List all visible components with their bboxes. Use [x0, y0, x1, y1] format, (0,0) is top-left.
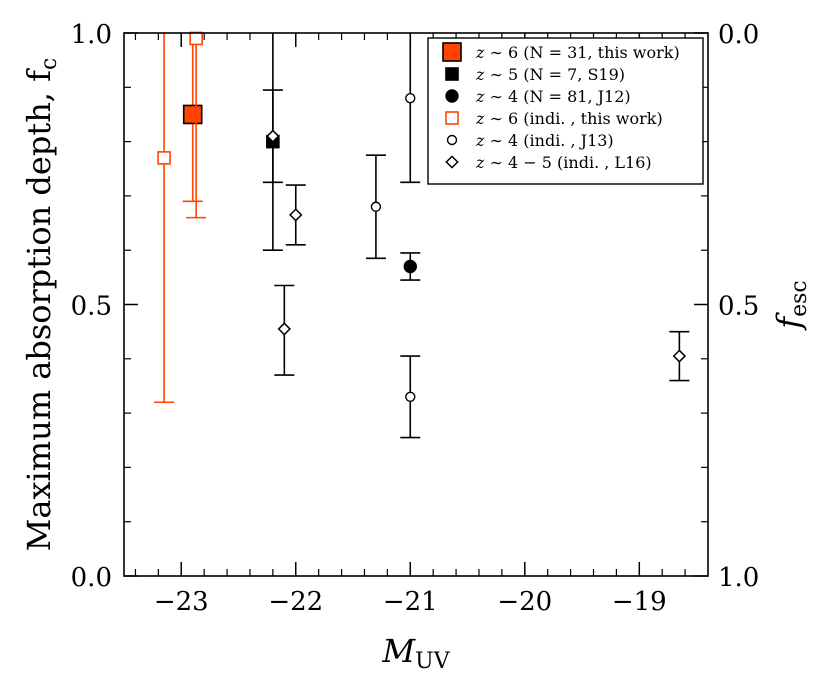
series-3: [154, 31, 207, 404]
legend: z ∼ 6 (N = 31, this work)z ∼ 5 (N = 7, S…: [427, 37, 704, 185]
legend-entry: z ∼ 4 (N = 81, J12): [475, 87, 631, 106]
legend-entry-z: z: [475, 131, 485, 150]
data-point: [157, 151, 171, 165]
legend-entry: z ∼ 5 (N = 7, S19): [475, 65, 625, 84]
series-4: [365, 33, 421, 439]
series-0: [182, 33, 203, 203]
x-tick-label: −19: [612, 587, 667, 617]
legend-marker: [445, 111, 459, 125]
legend-entry-z: z: [475, 87, 485, 106]
legend-marker: [445, 67, 459, 81]
x-axis-label: MUV: [381, 632, 450, 674]
y-tick-label: 0.0: [71, 563, 112, 593]
legend-entry-z: z: [475, 43, 485, 62]
y2-axis-label: fesc: [770, 280, 812, 330]
y-axis-label: Maximum absorption depth, fc: [20, 58, 62, 552]
y-axis-label-main: Maximum absorption depth, f: [20, 68, 58, 551]
data-point: [189, 31, 203, 46]
y-tick-label: 0.5: [71, 292, 112, 322]
legend-entry: z ∼ 4 (indi. , J13): [475, 131, 614, 150]
legend-marker: [445, 155, 459, 169]
x-tick-label: −21: [383, 587, 438, 617]
legend-marker: [446, 134, 458, 146]
ticks-layer: −23 −22 −21 −20 −19 0.0 1.0 0.5 0.5 1.0 0.0: [71, 20, 760, 617]
data-point: [672, 349, 687, 363]
y2-tick-label: 1.0: [718, 563, 759, 593]
legend-entry-z: z: [475, 153, 485, 172]
data-point: [370, 201, 382, 212]
series-2: [400, 252, 421, 281]
legend-entry-text: ∼ 6 (indi. , this work): [484, 109, 662, 128]
plot-layer: [154, 31, 690, 439]
data-point: [266, 129, 280, 143]
legend-box: [427, 37, 704, 185]
data-point: [403, 259, 417, 274]
legend-entry-z: z: [475, 109, 485, 128]
y2-axis-label-sub: esc: [787, 280, 812, 317]
data-point: [289, 208, 303, 222]
legend-marker: [445, 89, 459, 103]
y-axis-label-sub: c: [37, 58, 62, 70]
legend-entry-z: z: [475, 65, 485, 84]
series-5: [262, 89, 690, 382]
data-point: [405, 391, 416, 403]
legend-entry: z ∼ 6 (indi. , this work): [475, 109, 663, 128]
legend-entry-text: ∼ 6 (N = 31, this work): [484, 43, 679, 62]
x-axis-label-sub: UV: [415, 649, 451, 674]
legend-entry: z ∼ 4 − 5 (indi. , L16): [475, 153, 652, 172]
y-tick-label: 1.0: [71, 20, 112, 50]
x-axis-label-main: M: [381, 632, 416, 670]
x-tick-label: −20: [497, 587, 552, 617]
legend-entry: z ∼ 6 (N = 31, this work): [475, 43, 680, 62]
y2-tick-label: 0.0: [718, 20, 759, 50]
data-point: [277, 322, 291, 336]
data-point: [405, 92, 416, 104]
legend-entry-text: ∼ 4 (indi. , J13): [484, 131, 613, 150]
data-point: [182, 104, 203, 125]
legend-entry-text: ∼ 4 − 5 (indi. , L16): [484, 153, 651, 172]
legend-marker: [442, 42, 462, 62]
x-tick-label: −22: [268, 587, 323, 617]
legend-entry-text: ∼ 4 (N = 81, J12): [484, 87, 630, 106]
legend-entry-text: ∼ 5 (N = 7, S19): [484, 65, 625, 84]
x-tick-label: −23: [154, 587, 209, 617]
y2-tick-label: 0.5: [718, 292, 759, 322]
